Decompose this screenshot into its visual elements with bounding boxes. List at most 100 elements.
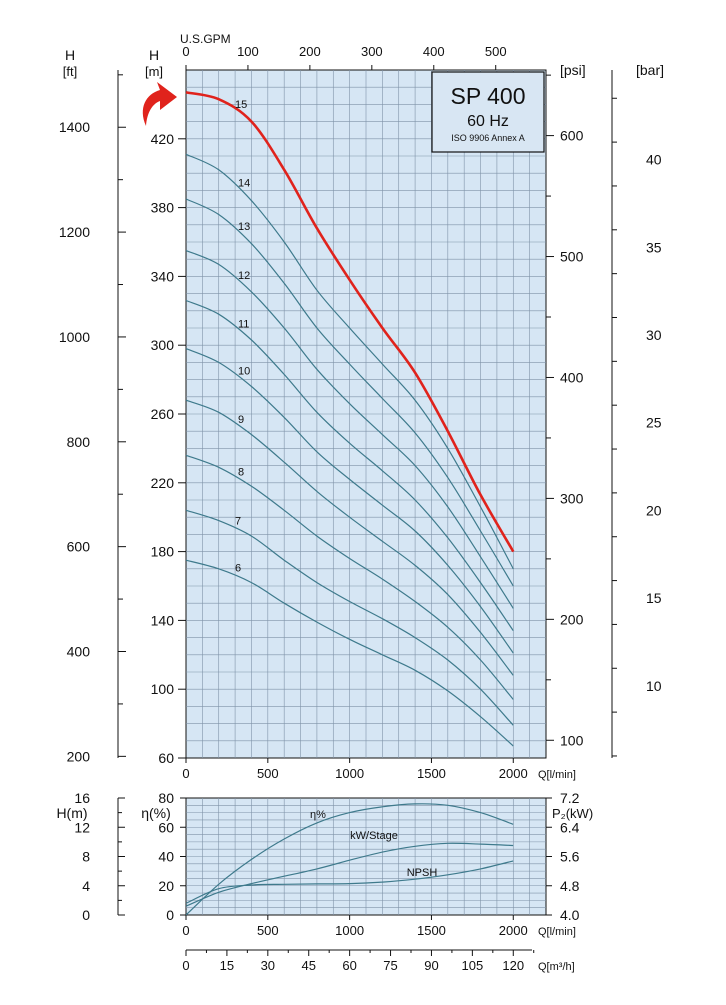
power-tick-label: 4.8	[560, 878, 580, 894]
eta-tick-label: 80	[158, 790, 174, 806]
stage-label: 11	[238, 318, 249, 330]
x-tick-label: 0	[182, 766, 189, 781]
power-tick-label: 6.4	[560, 819, 580, 835]
y-tick-label: 340	[151, 268, 175, 284]
gpm-axis-label: U.S.GPM	[180, 32, 231, 46]
title-box: SP 400 60 Hz ISO 9906 Annex A	[431, 71, 545, 153]
power-axis-label: P₂(kW)	[552, 806, 593, 821]
m3h-axis-label: Q[m³/h]	[538, 961, 575, 973]
stage-label: 9	[238, 414, 244, 426]
highlighted-stage-curve	[185, 91, 515, 553]
stage-label: 10	[238, 365, 250, 377]
y-tick-label: 180	[151, 544, 175, 560]
y-tick-label: 260	[151, 406, 175, 422]
npsh-axis-label: H(m)	[56, 805, 87, 821]
bar-tick-label: 40	[646, 152, 662, 168]
m3h-tick-label: 0	[182, 958, 189, 973]
x-axis-label: Q[l/min]	[538, 926, 576, 938]
psi-axis-label: [psi]	[560, 62, 586, 78]
efficiency-curves: η% kW/Stage NPSH	[185, 803, 514, 916]
stage-curve	[185, 198, 514, 587]
psi-tick-label: 300	[560, 490, 584, 506]
x-tick-label: 1500	[417, 923, 446, 938]
chart-subtitle: 60 Hz	[467, 113, 509, 130]
ft-tick-label: 200	[67, 748, 91, 764]
x-tick-label: 0	[182, 923, 189, 938]
bar-tick-label: 20	[646, 502, 662, 518]
eta-axis-label: η(%)	[141, 805, 171, 821]
eta-tick-label: 40	[158, 849, 174, 865]
npsh-tick-label: 12	[74, 819, 90, 835]
efficiency-axes: 0 500 1000 1500 2000 Q[l/min]0 15 30 45 60 75 90 105…	[56, 790, 593, 973]
stage-label: 8	[238, 466, 244, 478]
gpm-tick-label: 100	[237, 44, 259, 59]
gpm-tick-label: 200	[299, 44, 321, 59]
power-tick-label: 5.6	[560, 849, 580, 865]
stage-curve	[185, 348, 514, 654]
x-tick-label: 2000	[499, 766, 528, 781]
ft-tick-label: 1000	[59, 329, 90, 345]
y-tick-label: 300	[151, 337, 175, 353]
stage-label: 6	[235, 563, 241, 575]
head-curves: 6 7 8 9 10 11 12 13 14 15	[185, 91, 515, 747]
chart-note: ISO 9906 Annex A	[451, 133, 525, 143]
m3h-tick-label: 75	[383, 958, 397, 973]
stage-curve	[185, 454, 514, 700]
gpm-tick-label: 500	[485, 44, 507, 59]
gpm-tick-label: 300	[361, 44, 383, 59]
power-tick-label: 7.2	[560, 790, 580, 806]
x-tick-label: 1500	[417, 766, 446, 781]
curve-label: η%	[310, 809, 326, 821]
m3h-tick-label: 60	[342, 958, 356, 973]
y-tick-label: 220	[151, 475, 175, 491]
stage-label: 7	[235, 516, 241, 528]
m3h-tick-label: 90	[424, 958, 438, 973]
psi-tick-label: 600	[560, 128, 584, 144]
y-tick-label: 60	[158, 750, 174, 766]
ft-tick-label: 400	[67, 643, 91, 659]
m3h-tick-label: 30	[261, 958, 275, 973]
bar-tick-label: 10	[646, 678, 662, 694]
ft-axis-label-unit: [ft]	[63, 64, 77, 79]
ft-tick-label: 1200	[59, 224, 90, 240]
npsh-tick-label: 0	[82, 907, 90, 923]
ft-tick-label: 1400	[59, 119, 90, 135]
curve-label: NPSH	[407, 867, 438, 879]
chart-title: SP 400	[450, 83, 525, 109]
stage-curve	[185, 399, 514, 676]
npsh-tick-label: 4	[82, 878, 90, 894]
y-axis-label-h: H	[149, 47, 159, 63]
efficiency-grid	[186, 798, 546, 915]
ft-tick-label: 600	[67, 539, 91, 555]
stage-label: 13	[238, 221, 250, 233]
psi-tick-label: 200	[560, 611, 584, 627]
y-tick-label: 100	[151, 681, 175, 697]
y-axis-label-unit: [m]	[145, 64, 163, 79]
x-tick-label: 500	[257, 766, 279, 781]
stage-curve	[185, 299, 514, 632]
curve-label: kW/Stage	[350, 830, 398, 842]
performance-curve	[185, 803, 514, 916]
stage-curve	[185, 250, 514, 609]
x-tick-label: 1000	[335, 766, 364, 781]
x-tick-label: 500	[257, 923, 279, 938]
gpm-tick-label: 400	[423, 44, 445, 59]
title-box-frame	[431, 71, 545, 153]
y-tick-label: 140	[151, 612, 175, 628]
ft-tick-label: 800	[67, 434, 91, 450]
performance-curve	[185, 860, 514, 904]
psi-tick-label: 400	[560, 369, 584, 385]
eta-tick-label: 60	[158, 819, 174, 835]
stage-curve	[185, 153, 514, 570]
stage-curve	[185, 559, 514, 747]
eta-tick-label: 20	[158, 878, 174, 894]
m3h-tick-label: 105	[462, 958, 484, 973]
bar-tick-label: 15	[646, 590, 662, 606]
psi-tick-label: 100	[560, 732, 584, 748]
npsh-tick-label: 16	[74, 790, 90, 806]
y-tick-label: 380	[151, 200, 175, 216]
power-tick-label: 4.0	[560, 907, 580, 923]
